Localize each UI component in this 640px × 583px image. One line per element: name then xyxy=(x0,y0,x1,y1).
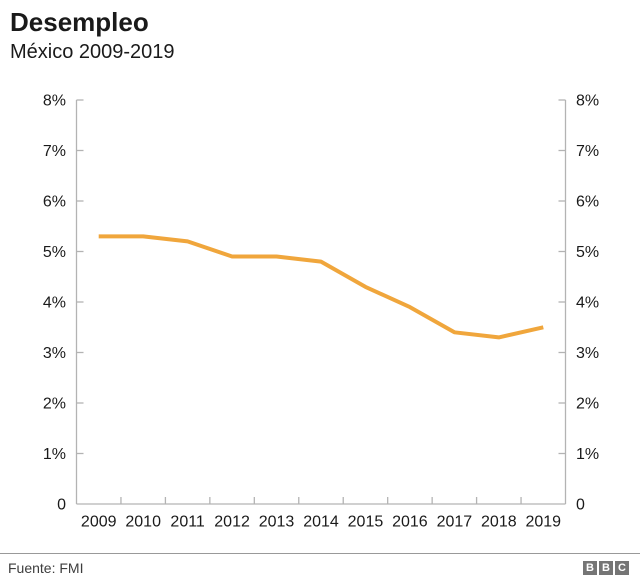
page-title: Desempleo xyxy=(10,7,149,37)
y-tick-label-right: 1% xyxy=(576,446,599,463)
bbc-logo: B B C xyxy=(583,561,629,575)
y-tick-label-right: 5% xyxy=(576,244,599,261)
y-tick-label-right: 4% xyxy=(576,295,599,312)
source-label: Fuente: FMI xyxy=(8,560,84,576)
x-tick-label: 2012 xyxy=(214,514,250,531)
y-tick-label-left: 8% xyxy=(43,93,66,110)
y-tick-label-left: 0 xyxy=(57,497,66,514)
x-tick-label: 2019 xyxy=(525,514,561,531)
y-tick-label-left: 6% xyxy=(43,194,66,211)
x-tick-label: 2016 xyxy=(392,514,428,531)
y-tick-label-left: 3% xyxy=(43,345,66,362)
y-tick-label-right: 8% xyxy=(576,93,599,110)
bbc-logo-block: B xyxy=(583,561,597,575)
x-tick-label: 2014 xyxy=(303,514,339,531)
y-tick-label-right: 7% xyxy=(576,143,599,160)
bbc-logo-block: B xyxy=(599,561,613,575)
x-tick-label: 2015 xyxy=(348,514,384,531)
y-tick-label-left: 5% xyxy=(43,244,66,261)
x-tick-label: 2009 xyxy=(81,514,117,531)
y-tick-label-left: 2% xyxy=(43,396,66,413)
page-subtitle: México 2009-2019 xyxy=(10,40,175,63)
x-tick-label: 2013 xyxy=(259,514,295,531)
x-tick-label: 2018 xyxy=(481,514,517,531)
y-tick-label-right: 0 xyxy=(576,497,585,514)
x-tick-label: 2011 xyxy=(170,514,205,531)
y-tick-label-left: 7% xyxy=(43,143,66,160)
footer-divider xyxy=(0,553,640,554)
y-tick-label-right: 2% xyxy=(576,396,599,413)
y-tick-label-right: 6% xyxy=(576,194,599,211)
bbc-logo-block: C xyxy=(615,561,629,575)
x-tick-label: 2017 xyxy=(437,514,473,531)
data-line xyxy=(98,234,544,340)
y-tick-label-left: 1% xyxy=(43,446,66,463)
chart-header: Desempleo México 2009-2019 xyxy=(10,7,175,63)
y-tick-label-right: 3% xyxy=(576,345,599,362)
x-tick-label: 2010 xyxy=(125,514,161,531)
y-tick-label-left: 4% xyxy=(43,295,66,312)
